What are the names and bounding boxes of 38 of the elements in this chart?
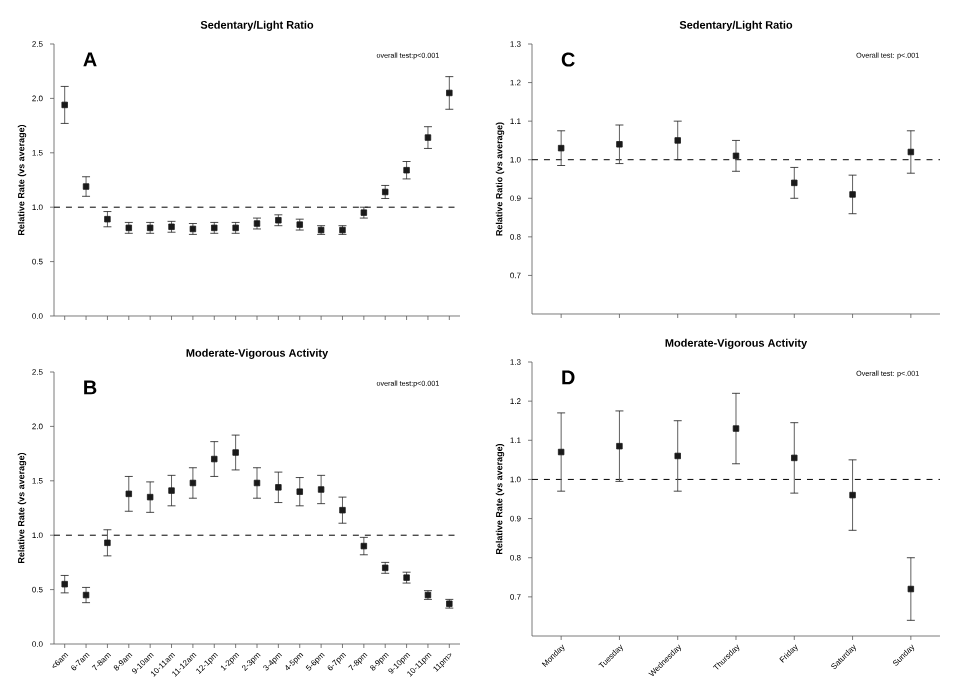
annotation: A	[83, 52, 97, 67]
point	[275, 484, 282, 491]
point	[146, 493, 154, 501]
annotation: B	[84, 380, 97, 395]
point	[732, 425, 740, 432]
point	[82, 183, 90, 190]
point	[61, 580, 68, 588]
point	[339, 506, 346, 514]
point	[791, 454, 798, 462]
point	[360, 542, 368, 550]
point	[296, 488, 303, 495]
point	[616, 141, 623, 148]
point	[907, 148, 915, 156]
point	[125, 490, 132, 498]
point	[732, 152, 740, 160]
point	[674, 452, 681, 460]
point	[849, 491, 856, 499]
point	[907, 585, 915, 593]
point	[232, 449, 239, 456]
point	[403, 167, 410, 174]
point	[61, 101, 68, 109]
point	[104, 539, 111, 546]
annotation: D	[562, 370, 575, 385]
point	[317, 486, 325, 493]
point	[557, 448, 565, 456]
point	[168, 487, 175, 494]
point	[253, 479, 261, 487]
point	[791, 179, 798, 187]
point	[849, 191, 856, 198]
point	[189, 479, 197, 487]
point	[674, 137, 681, 144]
annotation: C	[561, 52, 575, 67]
point	[616, 442, 623, 450]
point	[446, 89, 453, 97]
point	[424, 134, 432, 141]
point	[82, 591, 90, 599]
point	[557, 144, 565, 152]
point	[211, 455, 218, 463]
